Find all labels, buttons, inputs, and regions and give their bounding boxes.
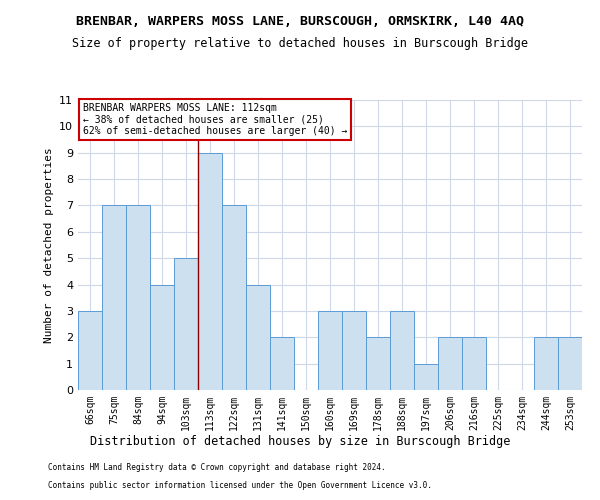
Bar bbox=[318, 311, 342, 390]
Bar bbox=[198, 152, 222, 390]
Text: Contains public sector information licensed under the Open Government Licence v3: Contains public sector information licen… bbox=[48, 481, 432, 490]
Text: Distribution of detached houses by size in Burscough Bridge: Distribution of detached houses by size … bbox=[90, 435, 510, 448]
Text: BRENBAR WARPERS MOSS LANE: 112sqm
← 38% of detached houses are smaller (25)
62% : BRENBAR WARPERS MOSS LANE: 112sqm ← 38% … bbox=[83, 103, 347, 136]
Text: Contains HM Land Registry data © Crown copyright and database right 2024.: Contains HM Land Registry data © Crown c… bbox=[48, 464, 386, 472]
Bar bbox=[342, 311, 366, 390]
Bar bbox=[462, 338, 486, 390]
Text: Size of property relative to detached houses in Burscough Bridge: Size of property relative to detached ho… bbox=[72, 38, 528, 51]
Bar bbox=[126, 206, 150, 390]
Bar bbox=[366, 338, 390, 390]
Bar bbox=[102, 206, 126, 390]
Bar bbox=[78, 311, 102, 390]
Bar bbox=[174, 258, 198, 390]
Text: BRENBAR, WARPERS MOSS LANE, BURSCOUGH, ORMSKIRK, L40 4AQ: BRENBAR, WARPERS MOSS LANE, BURSCOUGH, O… bbox=[76, 15, 524, 28]
Bar bbox=[222, 206, 246, 390]
Bar bbox=[558, 338, 582, 390]
Bar bbox=[438, 338, 462, 390]
Bar bbox=[246, 284, 270, 390]
Bar bbox=[150, 284, 174, 390]
Bar bbox=[270, 338, 294, 390]
Bar bbox=[390, 311, 414, 390]
Bar bbox=[414, 364, 438, 390]
Bar bbox=[534, 338, 558, 390]
Y-axis label: Number of detached properties: Number of detached properties bbox=[44, 147, 53, 343]
